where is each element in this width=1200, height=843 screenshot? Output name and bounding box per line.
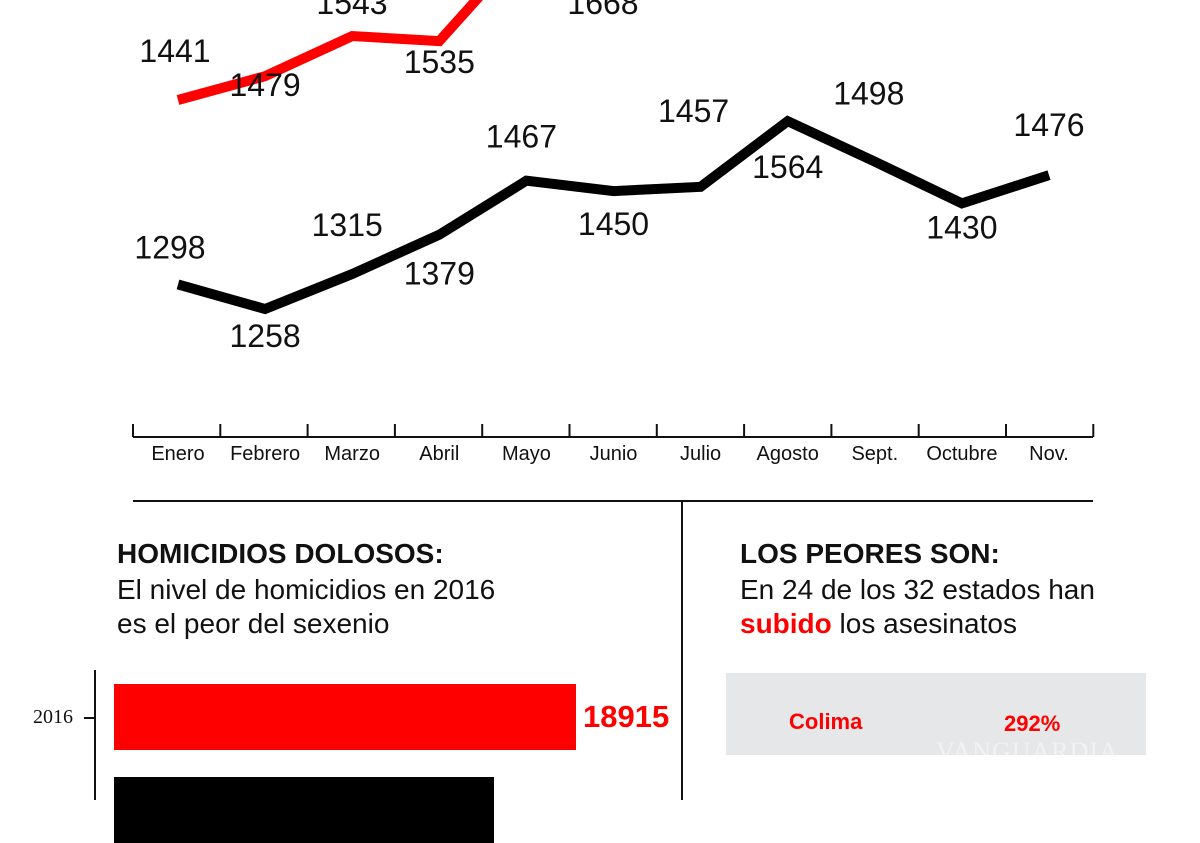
right-subtitle-2: subido los asesinatos bbox=[740, 606, 1017, 641]
month-label: Mayo bbox=[501, 443, 551, 465]
month-label: Sept. bbox=[851, 443, 899, 465]
series-line-black bbox=[176, 115, 1051, 315]
watermark: VANGUARDIA bbox=[936, 737, 1119, 755]
data-label: 1564 bbox=[752, 149, 823, 185]
month-label: Junio bbox=[589, 443, 638, 465]
data-label: 1543 bbox=[316, 0, 387, 21]
data-label: 1535 bbox=[404, 44, 475, 80]
monthly-line-chart: 1441 1479 1543 1535 1668 1298 1258 1315 1379 1467… bbox=[132, 0, 1095, 438]
highlight-word: subido bbox=[740, 608, 832, 639]
right-title: LOS PEORES SON: bbox=[740, 538, 1000, 569]
bar-category-label: 2016 bbox=[33, 706, 73, 728]
data-label: 1298 bbox=[134, 229, 205, 265]
data-label: 1450 bbox=[578, 206, 649, 242]
bar bbox=[114, 684, 576, 750]
month-label: Febrero bbox=[230, 443, 301, 465]
state-change: 292% bbox=[1004, 711, 1061, 736]
month-label: Octubre bbox=[926, 443, 998, 465]
data-label: 1258 bbox=[230, 318, 301, 354]
table-row: Colima 292% VANGUARDIA bbox=[726, 673, 1146, 755]
data-label: 1379 bbox=[404, 256, 475, 292]
data-label: 1441 bbox=[139, 33, 210, 69]
data-label: 1315 bbox=[312, 207, 383, 243]
state-name: Colima bbox=[789, 709, 863, 734]
month-label: Nov. bbox=[1029, 443, 1069, 465]
bar-chart-subtitle-2: es el peor del sexenio bbox=[117, 608, 390, 639]
right-subtitle-rest: los asesinatos bbox=[831, 608, 1017, 639]
month-label: Marzo bbox=[324, 443, 380, 465]
month-label: Agosto bbox=[756, 443, 819, 465]
bar-value-label: 18915 bbox=[583, 699, 670, 734]
data-label: 1476 bbox=[1013, 107, 1084, 143]
data-label: 1467 bbox=[486, 119, 557, 155]
data-label: 1457 bbox=[658, 93, 729, 129]
section-divider bbox=[133, 500, 1093, 502]
bar-chart-subtitle-1: El nivel de homicidios en 2016 bbox=[117, 574, 496, 605]
data-label: 1479 bbox=[230, 67, 301, 103]
data-label: 1498 bbox=[833, 76, 904, 112]
bar-chart-title: HOMICIDIOS DOLOSOS: bbox=[117, 538, 444, 569]
column-divider bbox=[681, 502, 683, 800]
data-label: 1430 bbox=[926, 209, 997, 245]
data-label: 1668 bbox=[567, 0, 638, 21]
bar-axis-tick bbox=[84, 717, 94, 719]
right-subtitle-1: En 24 de los 32 estados han bbox=[740, 574, 1095, 605]
month-label: Enero bbox=[151, 443, 205, 465]
bar-axis bbox=[94, 670, 96, 800]
bar bbox=[114, 777, 495, 843]
month-label: Julio bbox=[680, 443, 722, 465]
month-label: Abril bbox=[419, 443, 460, 465]
series-line-red bbox=[176, 0, 483, 105]
